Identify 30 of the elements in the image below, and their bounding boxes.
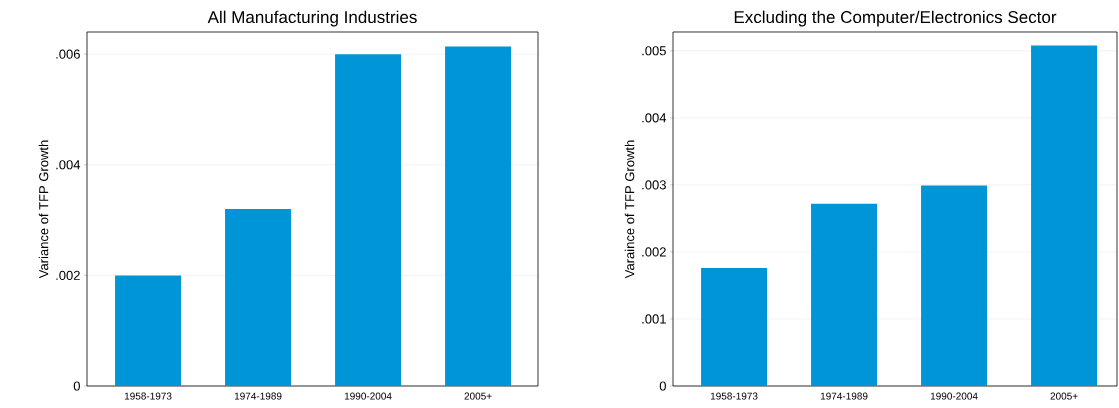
- x-tick-label: 2005+: [464, 392, 492, 400]
- chart-title: All Manufacturing Industries: [207, 10, 417, 27]
- y-tick-label: .003: [642, 180, 666, 190]
- bar: [701, 268, 768, 386]
- y-tick-label: .006: [56, 49, 80, 59]
- x-tick-label: 2005+: [1050, 392, 1078, 400]
- y-tick-label: .005: [642, 46, 666, 56]
- y-tick-label: .004: [642, 113, 667, 123]
- x-tick-label: 1974-1989: [234, 392, 282, 400]
- y-axis-title: Varaince of TFP Growth: [624, 140, 635, 279]
- y-tick-label: .002: [642, 247, 666, 257]
- bar: [335, 54, 402, 386]
- bar: [225, 209, 292, 386]
- y-tick-label: 0: [73, 381, 80, 391]
- y-tick-label: .004: [56, 160, 81, 170]
- bar: [921, 185, 988, 386]
- y-tick-label: 0: [659, 381, 666, 391]
- bar: [811, 203, 878, 386]
- y-axis-title: Variance of TFP Growth: [38, 140, 49, 279]
- bar: [115, 275, 182, 386]
- y-tick-label: .001: [642, 314, 666, 324]
- y-tick-label: .002: [56, 270, 80, 280]
- bar: [445, 46, 512, 386]
- x-tick-label: 1990-2004: [344, 392, 392, 400]
- bar: [1031, 45, 1098, 386]
- x-tick-label: 1958-1973: [124, 392, 172, 400]
- x-tick-label: 1974-1989: [820, 392, 868, 400]
- chart-title: Excluding the Computer/Electronics Sector: [734, 10, 1057, 27]
- x-tick-label: 1990-2004: [930, 392, 978, 400]
- x-tick-label: 1958-1973: [710, 392, 758, 400]
